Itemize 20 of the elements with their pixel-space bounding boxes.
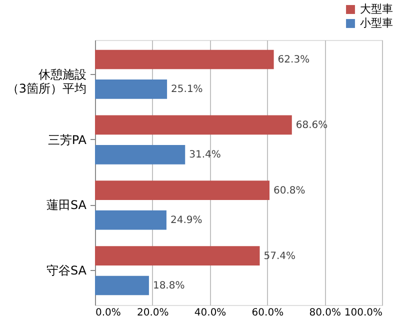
x-tick-label: 60.0%	[252, 308, 284, 318]
data-label: 62.3%	[278, 54, 310, 66]
x-tick-label: 80.0%	[309, 308, 341, 318]
data-label: 24.9%	[170, 215, 202, 226]
y-tick-label: 三芳PA	[48, 132, 88, 147]
data-label: 18.8%	[152, 280, 185, 292]
y-tick-label: 休憩施設（3箇所）平均	[6, 67, 86, 96]
data-label: 60.8%	[273, 185, 306, 196]
y-tick-label: 守谷SA	[46, 264, 88, 278]
data-label: 68.6%	[296, 120, 328, 131]
legend-label: 小型車	[360, 16, 393, 30]
x-tick-label: 100.0%	[344, 308, 382, 318]
y-tick-label: 蓮田SA	[46, 198, 88, 212]
x-tick-label: 0.0%	[96, 308, 121, 318]
x-tick-label: 40.0%	[194, 308, 226, 318]
data-label: 57.4%	[264, 250, 296, 262]
legend-label: 大型車	[360, 2, 393, 16]
x-tick-label: 20.0%	[137, 308, 169, 318]
data-label: 25.1%	[171, 84, 203, 96]
data-label: 31.4%	[189, 150, 221, 161]
